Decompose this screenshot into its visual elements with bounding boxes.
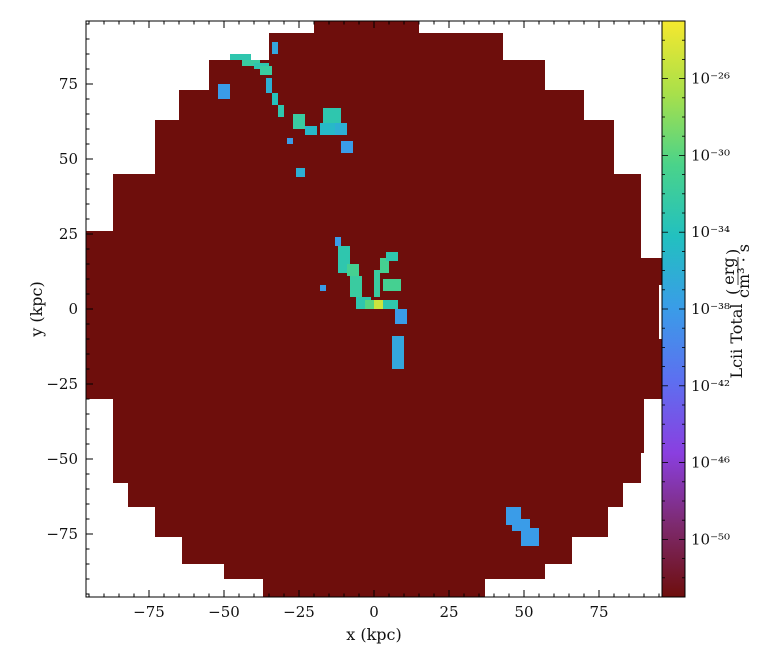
emission-cell xyxy=(383,279,401,291)
colorbar-ticks: 10⁻²⁶ 10⁻³⁰ 10⁻³⁴ 10⁻³⁸ 10⁻⁴² 10⁻⁴⁶ 10⁻⁵⁰ xyxy=(662,20,730,598)
emission-cell xyxy=(395,309,407,324)
emission-cell xyxy=(380,258,389,273)
emission-cell xyxy=(272,93,278,105)
colorbar-label: Lcii Total ( erg cm³ · s ) xyxy=(719,244,753,379)
y-tick-label: −75 xyxy=(46,525,78,543)
x-tick-label: −75 xyxy=(133,603,165,621)
emission-cell xyxy=(335,237,341,246)
x-tick-label: −50 xyxy=(208,603,240,621)
domain-band xyxy=(314,21,419,33)
colorbar-tick-label: 10⁻⁴⁶ xyxy=(691,454,730,472)
domain-band xyxy=(224,564,545,579)
emission-cell xyxy=(296,168,305,177)
emission-cell xyxy=(305,126,317,135)
emission-cell xyxy=(383,300,398,309)
colorbar-tick-label: 10⁻³⁰ xyxy=(691,146,730,164)
emission-cell xyxy=(287,138,293,144)
emission-cell xyxy=(320,123,335,135)
domain-band xyxy=(155,120,614,174)
plot-area xyxy=(85,20,663,598)
emission-cell xyxy=(278,105,284,117)
domain-band xyxy=(155,507,608,537)
colorbar-tick-label: 10⁻³⁸ xyxy=(691,300,730,318)
emission-cell xyxy=(266,78,272,93)
y-tick-label: −50 xyxy=(46,450,78,468)
x-tick-label: 0 xyxy=(369,603,379,621)
domain-band xyxy=(182,537,572,564)
emission-cell xyxy=(350,276,362,297)
emission-cell xyxy=(365,300,380,309)
domain-band xyxy=(113,174,641,231)
emission-cell xyxy=(374,270,380,297)
colorbar-paren-left: ( xyxy=(723,289,742,295)
domain-band xyxy=(86,285,659,339)
domain-band xyxy=(86,339,662,399)
emission-cell xyxy=(374,300,383,309)
y-tick-label: −25 xyxy=(46,375,78,393)
emission-cell xyxy=(323,108,341,123)
x-axis-label: x (kpc) xyxy=(346,625,402,644)
colorbar-tick-label: 10⁻²⁶ xyxy=(691,70,730,88)
colorbar-unit-numerator: erg xyxy=(719,257,738,284)
colorbar-tick-label: 10⁻³⁴ xyxy=(691,223,730,241)
colorbar: 10⁻²⁶ 10⁻³⁰ 10⁻³⁴ 10⁻³⁸ 10⁻⁴² 10⁻⁴⁶ 10⁻⁵⁰ Lcii… xyxy=(661,20,753,598)
emission-cell xyxy=(335,123,347,135)
heatmap-layer xyxy=(86,21,662,597)
y-tick-label: 50 xyxy=(59,150,78,168)
y-tick-label: 75 xyxy=(59,75,78,93)
emission-cell xyxy=(218,84,230,99)
x-tick-label: −25 xyxy=(283,603,315,621)
emission-cell xyxy=(347,264,359,276)
domain-band xyxy=(128,483,623,507)
domain-band xyxy=(113,453,641,483)
x-axis-ticks: −75 −50 −25 0 25 50 75 xyxy=(88,21,660,621)
colorbar-tick-label: 10⁻⁴² xyxy=(691,377,730,395)
emission-cell xyxy=(242,60,260,66)
domain-band xyxy=(269,33,503,60)
emission-cell xyxy=(320,285,326,291)
domain-band xyxy=(263,579,485,597)
colorbar-tick-label: 10⁻⁵⁰ xyxy=(691,530,730,548)
domain-band xyxy=(86,231,641,258)
emission-cell xyxy=(341,141,353,153)
emission-cell xyxy=(293,114,305,129)
emission-cell xyxy=(230,54,251,60)
y-axis-label: y (kpc) xyxy=(27,281,46,338)
x-tick-label: 75 xyxy=(589,603,608,621)
emission-cell xyxy=(260,66,272,75)
domain-band xyxy=(179,90,584,120)
emission-cell xyxy=(386,252,398,261)
emission-cell xyxy=(521,528,539,546)
x-tick-label: 50 xyxy=(514,603,533,621)
colorbar-label-text: Lcii Total xyxy=(727,303,746,378)
emission-cell xyxy=(272,42,278,54)
y-tick-label: 25 xyxy=(59,225,78,243)
colorbar-unit-denominator: cm³ · s xyxy=(734,244,753,298)
x-tick-label: 25 xyxy=(439,603,458,621)
emission-cell xyxy=(392,336,404,369)
y-axis-ticks: −75 −50 −25 0 25 50 75 xyxy=(46,23,93,595)
domain-band xyxy=(113,399,644,453)
y-tick-label: 0 xyxy=(68,300,78,318)
colorbar-paren-right: ) xyxy=(723,249,742,255)
